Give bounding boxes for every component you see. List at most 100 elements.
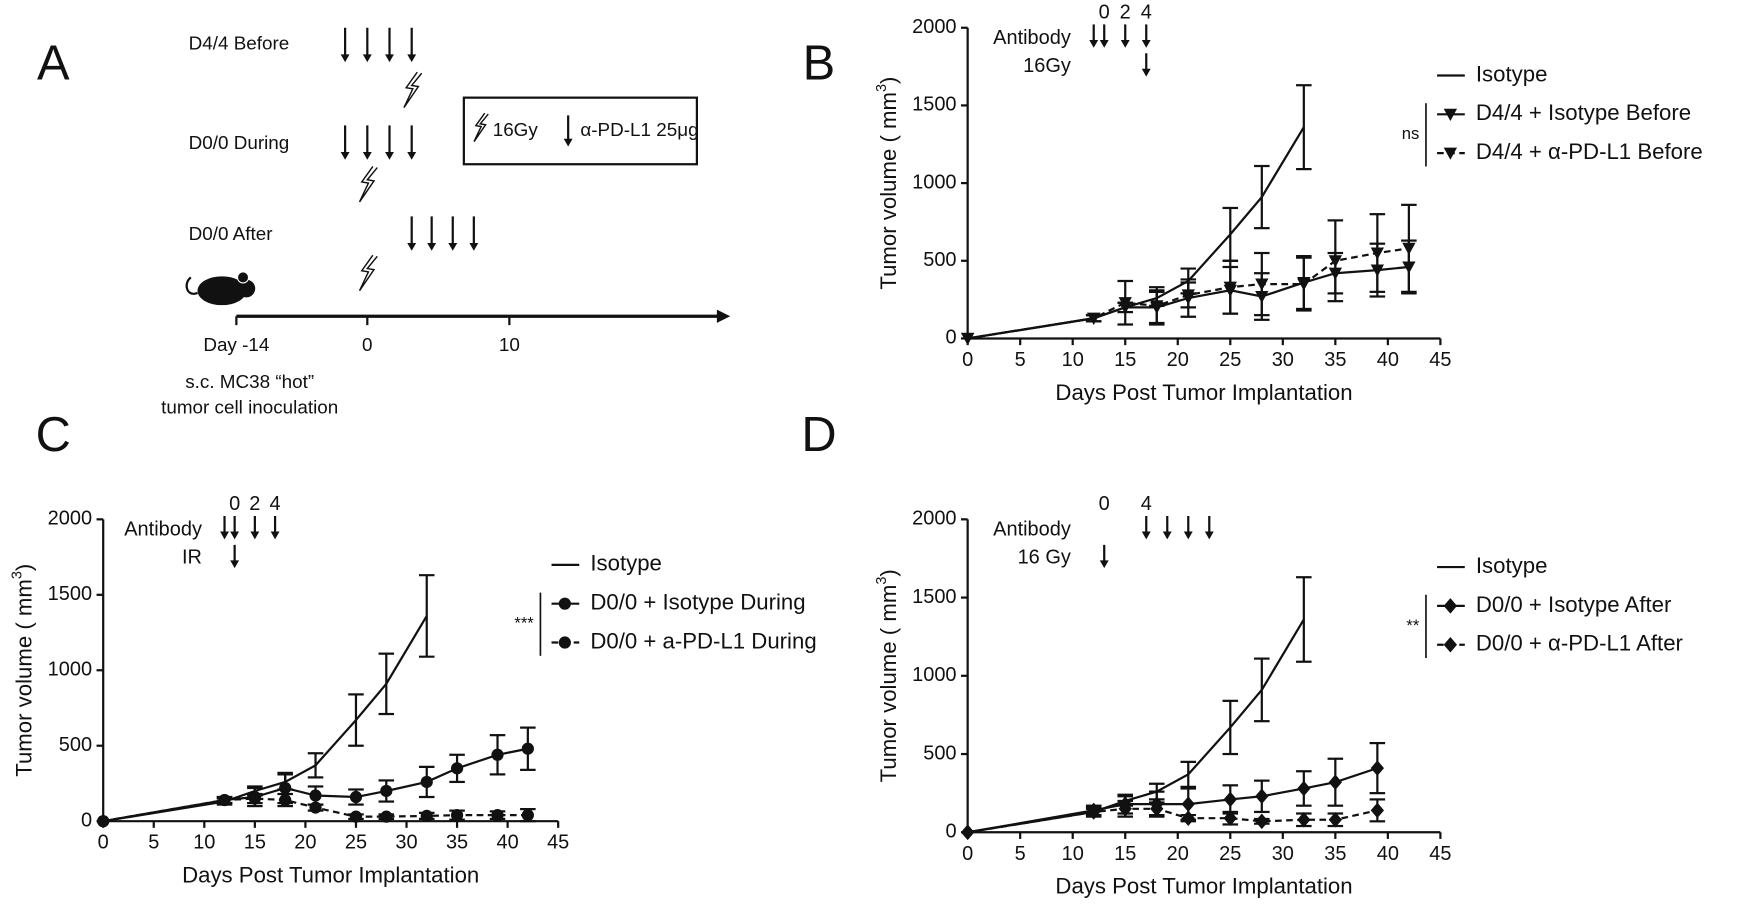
x-tick-label: 15	[1114, 843, 1136, 865]
legend-label: D0/0 + Isotype After	[1476, 592, 1672, 617]
series-line	[967, 618, 1305, 834]
arrow-head	[270, 531, 280, 540]
arrow-head	[1204, 531, 1214, 540]
lightning-bolt	[473, 112, 489, 143]
marker	[1223, 791, 1237, 808]
antibody-label: Antibody	[993, 27, 1071, 49]
antibody-arrow	[407, 216, 417, 251]
arrow-head	[362, 152, 372, 160]
day-label: 2	[249, 493, 260, 515]
antibody-arrow	[230, 516, 240, 540]
antibody-arrow	[250, 516, 260, 540]
y-tick-label: 1500	[912, 94, 956, 116]
antibody-arrow	[220, 516, 229, 540]
error-bar	[348, 693, 364, 747]
marker	[420, 809, 433, 822]
marker	[1297, 278, 1311, 291]
error-bar	[1180, 760, 1197, 789]
marker	[1087, 312, 1101, 325]
marker	[1402, 242, 1416, 256]
arrow-head	[1183, 531, 1193, 540]
antibody-arrow	[362, 125, 372, 160]
error-bar	[1296, 84, 1312, 171]
x-tick-label: 0	[98, 832, 109, 854]
significance-label: **	[1406, 616, 1419, 635]
y-axis-title-part: )	[876, 569, 901, 576]
legend-label: D0/0 + a-PD-L1 During	[590, 628, 816, 653]
y-axis-title: Tumor volume ( mm3)	[9, 564, 36, 777]
y-tick-label: 2000	[912, 508, 956, 530]
x-tick-label: 40	[497, 832, 519, 854]
marker	[1181, 810, 1195, 826]
caption: tumor cell inoculation	[161, 396, 338, 417]
x-tick-label: 40	[1377, 349, 1399, 371]
error-bar	[1254, 657, 1270, 723]
series-line	[103, 615, 428, 823]
y-axis-title-part: 3	[874, 577, 890, 585]
arrow-head	[385, 152, 394, 160]
arrow-head	[385, 54, 394, 63]
antibody-label: Antibody	[993, 519, 1071, 541]
significance-label: ***	[514, 614, 534, 633]
ir-arrow	[230, 544, 240, 569]
mouse-icon	[185, 271, 256, 306]
x-tick-label: 20	[1167, 349, 1189, 371]
y-tick-label: 500	[923, 249, 956, 271]
y-axis-title-part: Tumor volume ( mm	[876, 585, 901, 783]
x-tick-label: 0	[962, 349, 973, 371]
y-tick-label: 500	[59, 734, 92, 756]
antibody-arrow	[448, 216, 458, 251]
day-label: 0	[1099, 2, 1110, 24]
marker	[420, 775, 433, 789]
arrow-head	[1162, 531, 1172, 540]
marker	[558, 636, 571, 649]
marker	[961, 824, 975, 841]
x-tick-label: 25	[1219, 843, 1241, 865]
day-label: 4	[270, 493, 281, 515]
y-axis-title-part: )	[876, 77, 901, 84]
marker	[521, 742, 534, 755]
arrow-head	[1141, 39, 1151, 48]
mouse-head	[237, 279, 256, 298]
y-tick-label: 1000	[912, 171, 956, 193]
arrow-head	[563, 138, 573, 147]
antibody-arrow	[1141, 516, 1151, 540]
marker	[1328, 774, 1342, 790]
mouse-tail	[185, 276, 198, 295]
error-bar	[307, 752, 324, 779]
panel-label: B	[803, 36, 836, 90]
antibody-arrow	[340, 125, 350, 160]
antibody-arrow	[1162, 516, 1172, 540]
arrow-head	[1141, 531, 1151, 540]
marker	[349, 790, 363, 804]
marker	[1328, 255, 1342, 268]
error-bar	[418, 574, 435, 658]
antibody-arrow	[1120, 24, 1130, 48]
y-tick-label: 0	[81, 809, 92, 831]
marker	[1443, 147, 1458, 160]
y-axis-title-part: Tumor volume ( mm	[876, 92, 901, 290]
antibody-arrow	[1183, 516, 1193, 540]
schedule-label: D4/4 Before	[189, 32, 290, 53]
timeline-label: Day -14	[203, 334, 269, 355]
arrow-head	[250, 531, 260, 540]
marker	[1118, 801, 1132, 817]
marker	[1150, 801, 1164, 817]
marker	[961, 332, 975, 346]
arrow-head	[340, 152, 350, 160]
x-tick-label: 30	[1272, 349, 1294, 371]
marker	[1443, 598, 1458, 614]
marker	[1255, 788, 1269, 805]
marker	[1297, 811, 1311, 828]
schedule-label: D0/0 After	[189, 223, 273, 244]
marker	[450, 762, 464, 775]
antibody-arrow	[1141, 24, 1151, 48]
x-tick-label: 15	[1114, 349, 1136, 371]
marker	[279, 781, 292, 795]
marker	[309, 789, 322, 802]
arrow-head	[448, 243, 458, 251]
arrow-head	[230, 531, 240, 540]
arrow-head	[340, 54, 350, 63]
lightning-bolt	[403, 71, 423, 109]
